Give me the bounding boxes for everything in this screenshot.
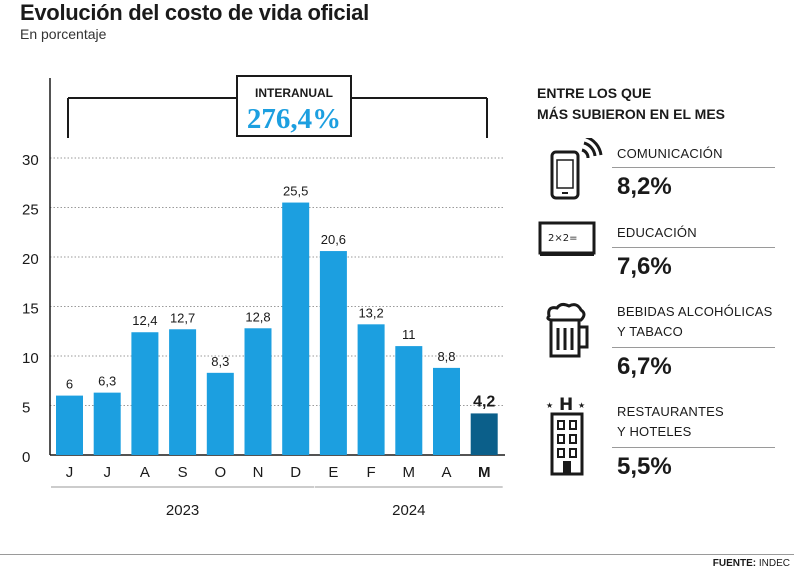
- bar-value-label: 6,3: [98, 374, 116, 389]
- y-tick-label: 30: [22, 152, 39, 169]
- footer-divider: [0, 554, 794, 555]
- hotel-icon: ★ H ★: [546, 395, 585, 476]
- chalkboard-icon: 2×2=: [538, 221, 596, 256]
- item-divider: [612, 247, 775, 248]
- bar: [206, 372, 234, 455]
- x-tick-label: A: [441, 464, 451, 481]
- source-note: FUENTE: INDEC: [713, 558, 790, 569]
- item-divider: [612, 347, 775, 348]
- svg-text:H: H: [559, 395, 573, 415]
- bar: [56, 395, 83, 455]
- item-label-bebidas: BEBIDAS ALCOHÓLICAS Y TABACO: [617, 304, 773, 339]
- bar-value-label: 8,8: [437, 349, 455, 364]
- bar-value-label: 11: [402, 327, 416, 342]
- annotation-label: INTERANUAL: [255, 86, 333, 100]
- item-label-restaurantes: RESTAURANTES Y HOTELES: [617, 404, 724, 439]
- bar: [93, 392, 121, 455]
- item-value-restaurantes: 5,5%: [617, 453, 672, 480]
- year-label: 2024: [392, 502, 425, 519]
- bar: [470, 413, 498, 455]
- source-label: FUENTE:: [712, 558, 757, 569]
- x-tick-label: M: [403, 464, 416, 481]
- item-divider: [612, 447, 775, 448]
- side-heading-line-1: ENTRE LOS QUE: [537, 85, 652, 101]
- bar-value-label: 20,6: [321, 232, 346, 247]
- x-tick-label: J: [103, 464, 111, 481]
- item-value-educacion: 7,6%: [617, 253, 672, 280]
- bar: [244, 328, 272, 455]
- bar: [169, 329, 197, 455]
- y-tick-label: 5: [22, 400, 30, 417]
- item-label-educacion: EDUCACIÓN: [617, 225, 697, 240]
- smartphone-icon: [550, 138, 603, 200]
- y-tick-label: 15: [22, 301, 39, 318]
- bar-value-label: 25,5: [283, 184, 308, 199]
- chart-subtitle: En porcentaje: [20, 26, 107, 42]
- bar-value-label: 4,2: [473, 393, 495, 410]
- x-tick-label: O: [214, 464, 226, 481]
- bar-value-label: 6: [66, 377, 73, 392]
- chart-title: Evolución del costo de vida oficial: [20, 0, 369, 25]
- bar-value-label: 13,2: [358, 305, 383, 320]
- item-value-bebidas: 6,7%: [617, 353, 672, 380]
- bar: [282, 202, 310, 455]
- x-tick-label: M: [478, 464, 491, 481]
- side-panel-heading: ENTRE LOS QUE MÁS SUBIERON EN EL MES: [537, 83, 725, 125]
- bar-value-label: 12,4: [132, 313, 157, 328]
- item-value-comunicacion: 8,2%: [617, 173, 672, 200]
- x-tick-label: A: [140, 464, 150, 481]
- bar-chart: 0 5 10 15 20 25 30 6 J 6,3 J 12,4 A 12,7 S 8,3 O 12,8 N 25,…: [22, 75, 505, 519]
- beer-mug-icon: [546, 302, 589, 358]
- x-tick-label: F: [367, 464, 376, 481]
- bar: [395, 346, 423, 455]
- year-label: 2023: [166, 502, 199, 519]
- side-heading-line-2: MÁS SUBIERON EN EL MES: [537, 106, 725, 122]
- item-divider: [612, 167, 775, 168]
- svg-text:★: ★: [546, 401, 553, 410]
- x-tick-label: D: [290, 464, 301, 481]
- svg-text:★: ★: [578, 401, 585, 410]
- bar-value-label: 8,3: [211, 354, 229, 369]
- x-tick-label: N: [253, 464, 264, 481]
- y-tick-label: 25: [22, 202, 39, 219]
- item-label-comunicacion: COMUNICACIÓN: [617, 146, 723, 161]
- x-tick-label: S: [178, 464, 188, 481]
- y-tick-label: 20: [22, 251, 39, 268]
- source-name: INDEC: [758, 558, 790, 569]
- bar: [433, 367, 460, 455]
- x-tick-label: J: [66, 464, 74, 481]
- bar: [357, 324, 385, 455]
- bar: [319, 251, 347, 455]
- annotation-value: 276,4%: [247, 103, 341, 135]
- bar: [131, 332, 159, 455]
- svg-text:2×2=: 2×2=: [548, 233, 577, 244]
- bar-value-label: 12,7: [170, 310, 195, 325]
- y-tick-label: 0: [22, 449, 30, 466]
- bar-value-label: 12,8: [245, 309, 270, 324]
- x-tick-label: E: [328, 464, 338, 481]
- annotation-box: [236, 75, 352, 137]
- y-tick-label: 10: [22, 350, 39, 367]
